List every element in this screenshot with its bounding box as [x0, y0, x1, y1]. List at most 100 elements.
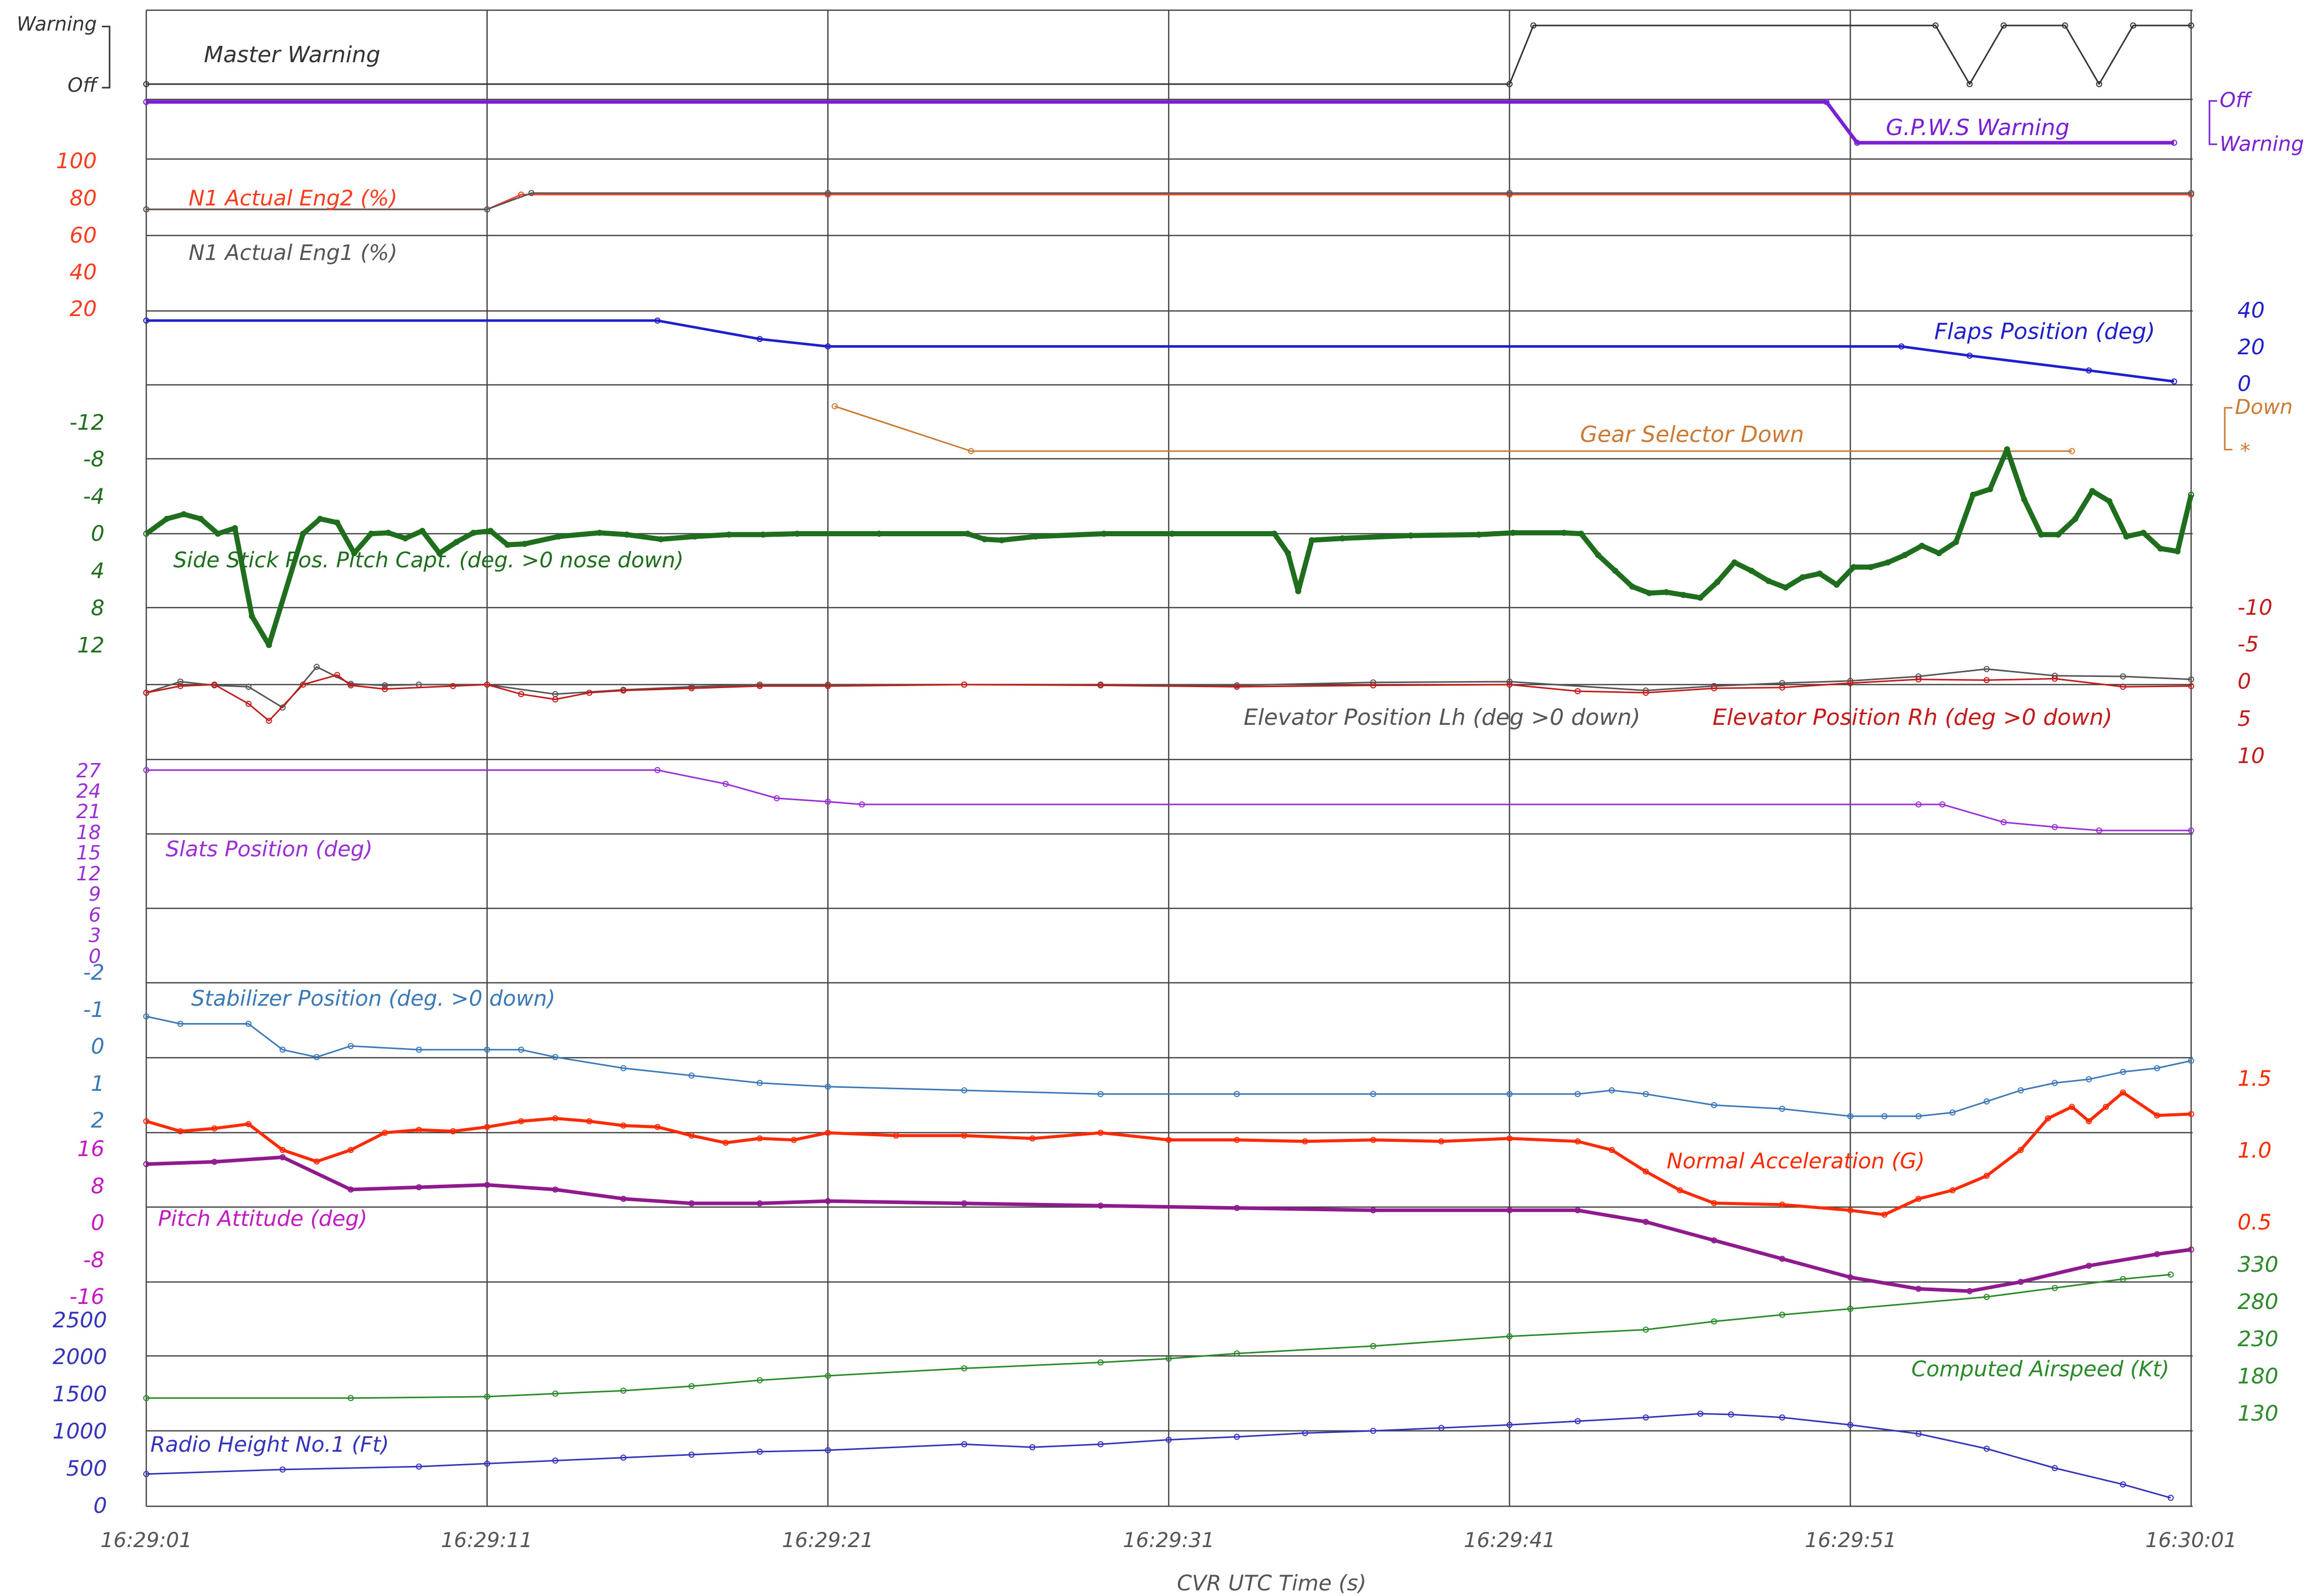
data-point-elevator-1-27 — [1847, 680, 1854, 687]
data-point-elevator-1-20 — [1233, 684, 1240, 690]
y-tick-slats-9: 9 — [89, 883, 101, 905]
data-point-speed-height-0-21 — [2167, 1271, 2174, 1278]
data-point-sidestick-0-77 — [2106, 498, 2113, 505]
data-point-elevator-0-1 — [177, 678, 183, 685]
y-tick-pitch-8: 8 — [91, 1173, 104, 1198]
data-point-sidestick-0-0 — [143, 531, 149, 537]
data-point-flaps-0-6 — [2086, 367, 2092, 374]
data-point-stabilizer-0-34 — [2188, 1058, 2194, 1064]
data-point-sidestick-0-79 — [2140, 530, 2147, 536]
series-pitch-accel-1 — [143, 1089, 2194, 1218]
data-point-speed-height-1-2 — [415, 1463, 422, 1470]
data-point-sidestick-0-57 — [1765, 578, 1772, 584]
data-point-sidestick-0-15 — [419, 528, 426, 534]
y-tick-cas-130: 130 — [2238, 1401, 2278, 1426]
data-point-elevator-1-26 — [1779, 684, 1785, 691]
data-point-sidestick-0-17 — [453, 539, 460, 545]
data-point-speed-height-1-20 — [1697, 1410, 1704, 1417]
data-point-stabilizer-0-14 — [961, 1087, 967, 1093]
data-point-pitch-accel-1-37 — [1847, 1207, 1854, 1214]
series-n1-1 — [143, 190, 2194, 213]
data-point-stabilizer-0-18 — [1506, 1091, 1513, 1097]
grid-layer — [145, 9, 2193, 1507]
data-point-pitch-accel-1-35 — [1710, 1200, 1717, 1207]
data-point-speed-height-1-21 — [1728, 1411, 1734, 1418]
data-point-sidestick-0-8 — [300, 531, 306, 537]
data-point-sidestick-0-65 — [1902, 552, 1908, 558]
data-point-speed-height-0-14 — [1643, 1326, 1649, 1333]
data-point-elevator-1-5 — [300, 682, 306, 688]
data-point-pitch-accel-0-13 — [1233, 1205, 1240, 1211]
data-point-pitch-accel-1-30 — [1506, 1135, 1513, 1142]
data-point-speed-height-0-18 — [1983, 1294, 1990, 1300]
data-point-sidestick-0-56 — [1748, 567, 1755, 574]
data-point-pitch-accel-1-27 — [1302, 1138, 1308, 1145]
label-elevator-rh: Elevator Position Rh (deg >0 down) — [1713, 704, 2112, 730]
data-point-pitch-accel-1-11 — [518, 1118, 524, 1124]
data-point-speed-height-1-10 — [1029, 1444, 1036, 1451]
data-point-sidestick-0-64 — [1884, 559, 1891, 566]
data-point-elevator-1-16 — [756, 683, 763, 689]
y-tick-slats-27: 27 — [76, 760, 101, 782]
data-point-gear-0-2 — [2069, 448, 2075, 454]
data-point-elevator-1-30 — [2051, 675, 2058, 682]
data-point-pitch-accel-1-7 — [382, 1130, 388, 1136]
data-point-speed-height-0-4 — [620, 1388, 627, 1394]
data-point-pitch-accel-0-19 — [1779, 1255, 1785, 1262]
data-point-gear-0-0 — [831, 403, 838, 409]
data-point-sidestick-0-43 — [1476, 531, 1482, 538]
data-point-elevator-0-4 — [279, 704, 286, 711]
data-point-pitch-accel-1-36 — [1779, 1201, 1785, 1208]
data-point-master-warning-0-1 — [1506, 81, 1513, 87]
label-n1-eng1: N1 Actual Eng1 (%) — [189, 240, 398, 265]
y-tick-n1-40: 40 — [70, 259, 97, 284]
data-point-speed-height-1-1 — [279, 1466, 286, 1473]
series-layer — [143, 22, 2194, 1501]
data-point-speed-height-0-6 — [756, 1377, 763, 1383]
data-point-elevator-1-9 — [450, 683, 456, 689]
data-point-pitch-accel-1-28 — [1370, 1137, 1377, 1143]
x-tick-6: 16:30:01 — [2145, 1529, 2237, 1552]
data-point-elevator-0-27 — [2120, 673, 2126, 679]
series-pitch-accel-0 — [143, 1154, 2194, 1294]
data-point-stabilizer-0-11 — [688, 1072, 695, 1079]
data-point-sidestick-0-24 — [623, 531, 630, 538]
data-point-pitch-accel-0-6 — [552, 1186, 559, 1193]
data-point-speed-height-1-5 — [620, 1454, 627, 1461]
data-point-stabilizer-0-15 — [1097, 1091, 1104, 1097]
x-tick-0: 16:29:01 — [100, 1529, 192, 1552]
data-point-sidestick-0-70 — [1987, 486, 1993, 492]
data-point-elevator-0-25 — [1983, 666, 1990, 672]
data-point-pitch-accel-1-44 — [2069, 1104, 2075, 1110]
data-point-elevator-1-29 — [1983, 677, 1990, 684]
data-point-speed-height-0-8 — [961, 1365, 967, 1372]
data-point-sidestick-0-37 — [1271, 531, 1278, 537]
data-point-pitch-accel-0-20 — [1847, 1274, 1854, 1280]
data-point-sidestick-0-12 — [368, 531, 375, 537]
data-point-sidestick-0-39 — [1295, 588, 1302, 594]
data-point-speed-height-1-3 — [484, 1460, 490, 1467]
data-point-stabilizer-0-26 — [1915, 1113, 1922, 1119]
data-point-stabilizer-0-28 — [1983, 1098, 1990, 1105]
data-point-stabilizer-0-12 — [756, 1080, 763, 1086]
data-point-pitch-accel-1-34 — [1677, 1187, 1683, 1193]
series-line-stabilizer-0 — [146, 1015, 2192, 1117]
data-point-flaps-0-4 — [1898, 343, 1905, 350]
data-point-stabilizer-0-2 — [245, 1021, 252, 1027]
y-tick-cas-330: 330 — [2238, 1252, 2278, 1277]
y-tick-stab-m1: -1 — [83, 997, 104, 1022]
data-point-sidestick-0-40 — [1308, 537, 1315, 543]
label-master-warning: Master Warning — [204, 42, 380, 68]
data-point-elevator-1-25 — [1710, 685, 1717, 692]
x-tick-5: 16:29:51 — [1805, 1529, 1897, 1552]
series-line-elevator-1 — [146, 674, 2192, 722]
data-point-sidestick-0-29 — [794, 531, 801, 537]
left-axes: Warning Off 100 80 60 40 20 -12 -8 -4 0 … — [17, 13, 111, 1518]
data-point-stabilizer-0-17 — [1370, 1091, 1377, 1097]
data-point-stabilizer-0-6 — [415, 1046, 422, 1053]
data-point-speed-height-0-2 — [484, 1393, 490, 1400]
series-sidestick-0 — [143, 446, 2194, 648]
y-tick-flaps-20: 20 — [2238, 334, 2265, 359]
data-point-speed-height-0-9 — [1097, 1359, 1104, 1366]
data-point-sidestick-0-23 — [596, 530, 603, 536]
